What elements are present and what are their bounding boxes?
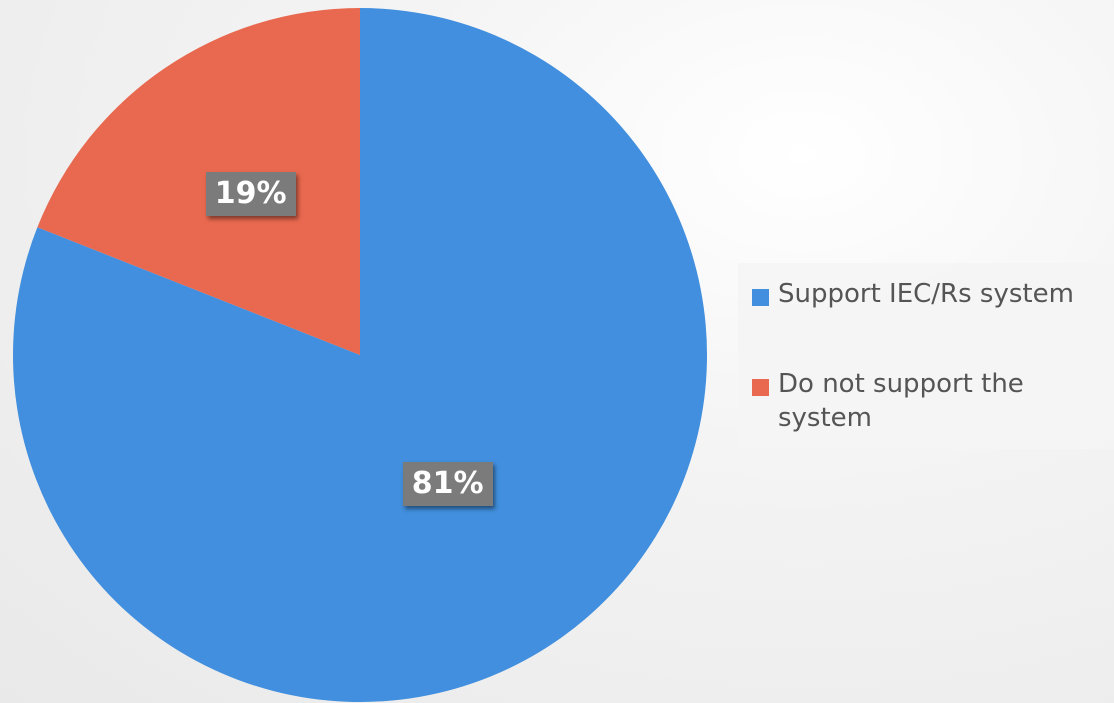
- legend-item-do-not-support: Do not support the system: [752, 367, 1098, 435]
- legend-label-do-not-support: Do not support the system: [778, 369, 1024, 433]
- legend: Support IEC/Rs system Do not support the…: [738, 263, 1114, 449]
- data-label-do-not-support: 19%: [205, 172, 296, 217]
- legend-swatch-support: [752, 289, 769, 306]
- data-label-support: 81%: [402, 462, 493, 507]
- pie-slice-support: [12, 8, 707, 703]
- legend-label-support: Support IEC/Rs system: [778, 279, 1074, 309]
- legend-item-support: Support IEC/Rs system: [752, 277, 1098, 311]
- legend-swatch-do-not-support: [752, 379, 769, 396]
- pie-slice-do-not-support: [37, 8, 361, 355]
